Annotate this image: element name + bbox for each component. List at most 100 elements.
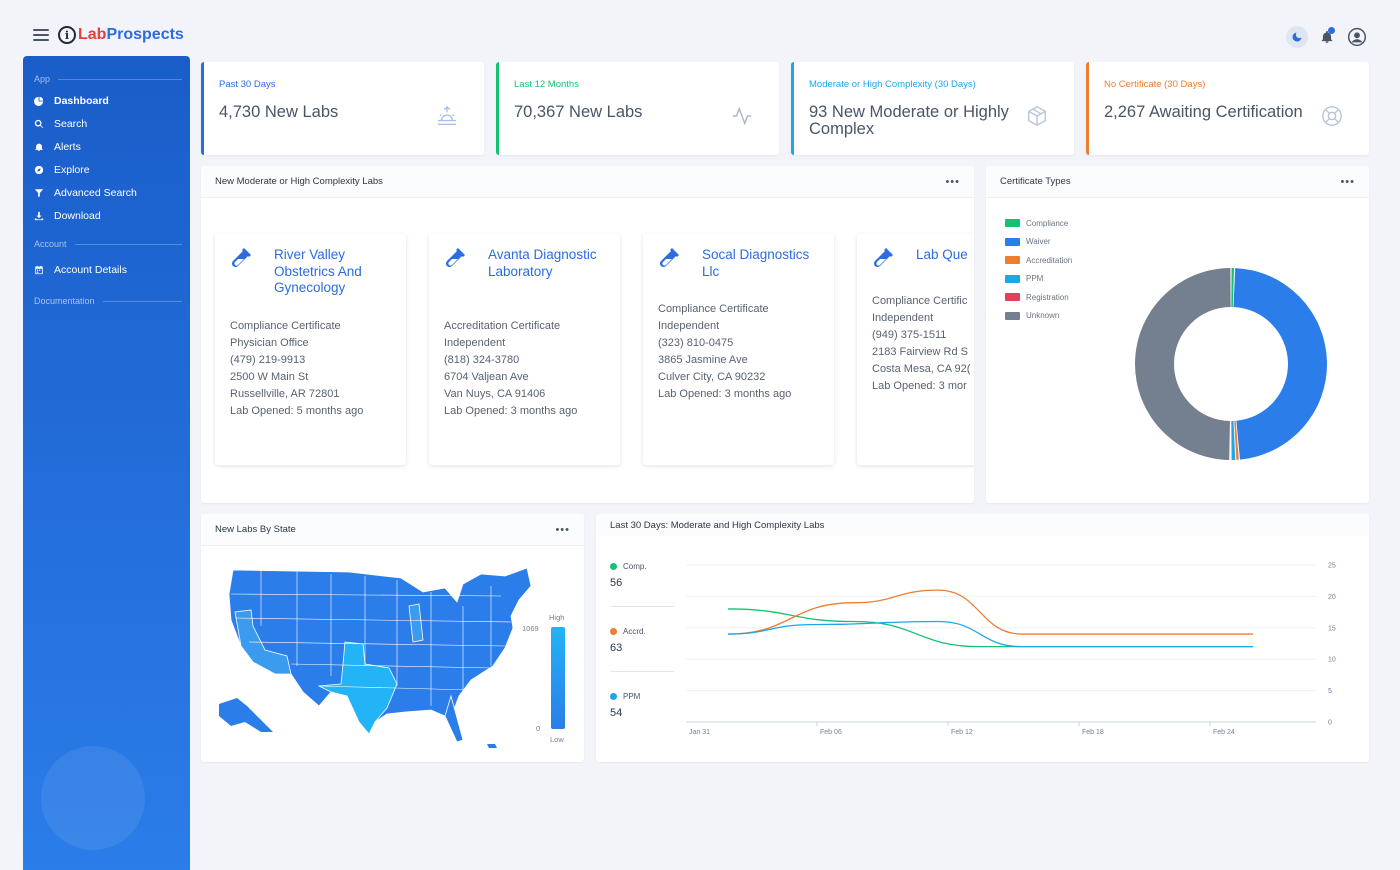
calendar-icon [35,265,43,274]
donut-slice-waiver[interactable] [1233,268,1327,460]
lab-name[interactable]: Socal Diagnostics Llc [702,247,810,279]
lab-card[interactable]: River Valley Obstetrics And Gynecology Co… [215,234,406,465]
legend-swatch [1005,256,1020,265]
stat-card-last-12-months: Last 12 Months 70,367 New Labs [496,62,779,155]
sidebar-section-documentation[interactable]: Documentation [23,294,190,308]
line-chart: 0 5 10 15 20 25 Jan 31 Feb 06 Feb 12 Feb 18 Feb 24 [686,563,1336,736]
sidebar-item-label: Account Details [54,263,127,276]
x-tick-label: Jan 31 [689,729,710,736]
notification-dot [1328,27,1335,34]
lab-name[interactable]: River Valley Obstetrics And Gynecology [274,247,362,295]
test-tube-icon [231,248,251,268]
sidebar-item-label: Explore [54,163,90,176]
divider [610,671,674,672]
sidebar-item-search[interactable]: Search [23,112,190,135]
moon-icon[interactable] [1286,26,1308,48]
lab-name[interactable]: Avanta Diagnostic Laboratory [488,247,597,279]
series-line-ppm[interactable] [727,620,1253,648]
lab-card[interactable]: Lab Que Compliance Certific Independent (94… [857,234,974,465]
sidebar-item-advanced-search[interactable]: Advanced Search [23,181,190,204]
lab-info-line: Physician Office [230,337,309,349]
test-tube-icon [445,248,465,268]
legend-item[interactable]: Compliance [1005,214,1072,233]
sidebar-item-download[interactable]: Download [23,204,190,227]
lab-info-line: 3865 Jasmine Ave [658,354,748,366]
legend-label: Compliance [1026,218,1069,228]
lifebuoy-icon [1322,106,1342,126]
logo-mark-icon: i [58,26,76,44]
state-california[interactable] [234,609,292,675]
lab-info-line: 2183 Fairview Rd S [872,346,968,358]
sidebar-item-account-details[interactable]: Account Details [23,258,190,281]
series-stat-value: 54 [610,707,623,719]
donut-slice-unknown[interactable] [1134,268,1231,460]
lab-info-line: Lab Opened: 3 months ago [658,388,792,400]
app-logo[interactable]: i Lab Prospects [58,26,184,44]
legend-item[interactable]: Registration [1005,288,1072,307]
donut-slice-compliance[interactable] [1231,268,1235,308]
sidebar-item-alerts[interactable]: Alerts [23,135,190,158]
stat-card-past-30-days: Past 30 Days 4,730 New Labs [201,62,484,155]
stat-value: 70,367 New Labs [514,103,643,121]
test-tube-icon [873,248,893,268]
color-scale-bar [551,627,565,729]
user-icon[interactable] [1346,26,1368,48]
lab-info-line: Accreditation Certificate [444,320,561,332]
divider [610,606,674,607]
state-illinois[interactable] [408,603,424,643]
panel-title: Certificate Types [1000,176,1071,187]
legend-item[interactable]: Unknown [1005,307,1072,326]
cert-types-panel: Certificate Types ••• Compliance Waiver Ac… [986,166,1369,503]
series-line-accrd[interactable] [727,589,1253,635]
y-tick-label: 25 [1328,563,1336,570]
panel-title: Last 30 Days: Moderate and High Complexi… [610,519,825,531]
compass-icon [34,165,44,174]
lab-info-line: Independent [658,320,720,332]
filter-icon [34,188,44,197]
series-stat-value: 63 [610,642,623,654]
sidebar-item-dashboard[interactable]: Dashboard [23,89,190,112]
sunrise-icon [437,105,457,125]
legend-label: Unknown [1026,311,1060,321]
sidebar-item-explore[interactable]: Explore [23,158,190,181]
legend-item[interactable]: Waiver [1005,233,1072,252]
sidebar-item-label: Download [54,209,101,222]
more-options-icon[interactable]: ••• [945,175,960,188]
menu-icon[interactable] [33,29,49,41]
activity-icon [732,106,752,126]
lab-info-line: Compliance Certific [872,295,968,307]
donut-slice-ppm[interactable] [1231,420,1236,460]
lab-card[interactable]: Socal Diagnostics Llc Compliance Certific… [643,234,834,465]
legend-label: PPM [1026,274,1044,284]
scale-min-label: 0 [536,724,541,733]
sidebar-section-app: App [23,72,190,86]
more-options-icon[interactable]: ••• [1340,175,1355,188]
x-tick-label: Feb 06 [820,729,842,736]
scale-low-label: Low [550,735,564,744]
stat-caption: No Certificate (30 Days) [1104,79,1206,90]
bell-icon[interactable] [1316,26,1338,48]
state-alaska[interactable] [219,698,273,732]
state-florida[interactable] [444,694,464,743]
sidebar: App Dashboard Search Alerts Explore Adva… [23,56,190,870]
scale-high-label: High [549,613,565,622]
lab-info-line: Compliance Certificate [230,320,341,332]
lab-card[interactable]: Avanta Diagnostic Laboratory Accreditatio… [429,234,620,465]
legend-item[interactable]: PPM [1005,270,1072,289]
legend-item[interactable]: Accreditation [1005,251,1072,270]
labs-panel: New Moderate or High Complexity Labs •••… [201,166,974,503]
stat-card-moderate-high: Moderate or High Complexity (30 Days) 93… [791,62,1074,155]
lab-name[interactable]: Lab Que [916,247,968,262]
lab-info-line: Lab Opened: 5 months ago [230,405,364,417]
series-stat-value: 56 [610,577,623,589]
us-map[interactable] [201,546,584,762]
lab-info-line: (323) 810-0475 [658,337,734,349]
state-hawaii[interactable] [487,744,497,748]
donut-chart [1134,268,1327,460]
donut-slice-accreditation[interactable] [1234,420,1239,460]
stat-caption: Moderate or High Complexity (30 Days) [809,79,976,90]
more-options-icon[interactable]: ••• [555,523,570,536]
top-bar: i Lab Prospects [0,0,1400,55]
legend-swatch [1005,219,1020,228]
sidebar-item-label: Advanced Search [54,186,137,199]
